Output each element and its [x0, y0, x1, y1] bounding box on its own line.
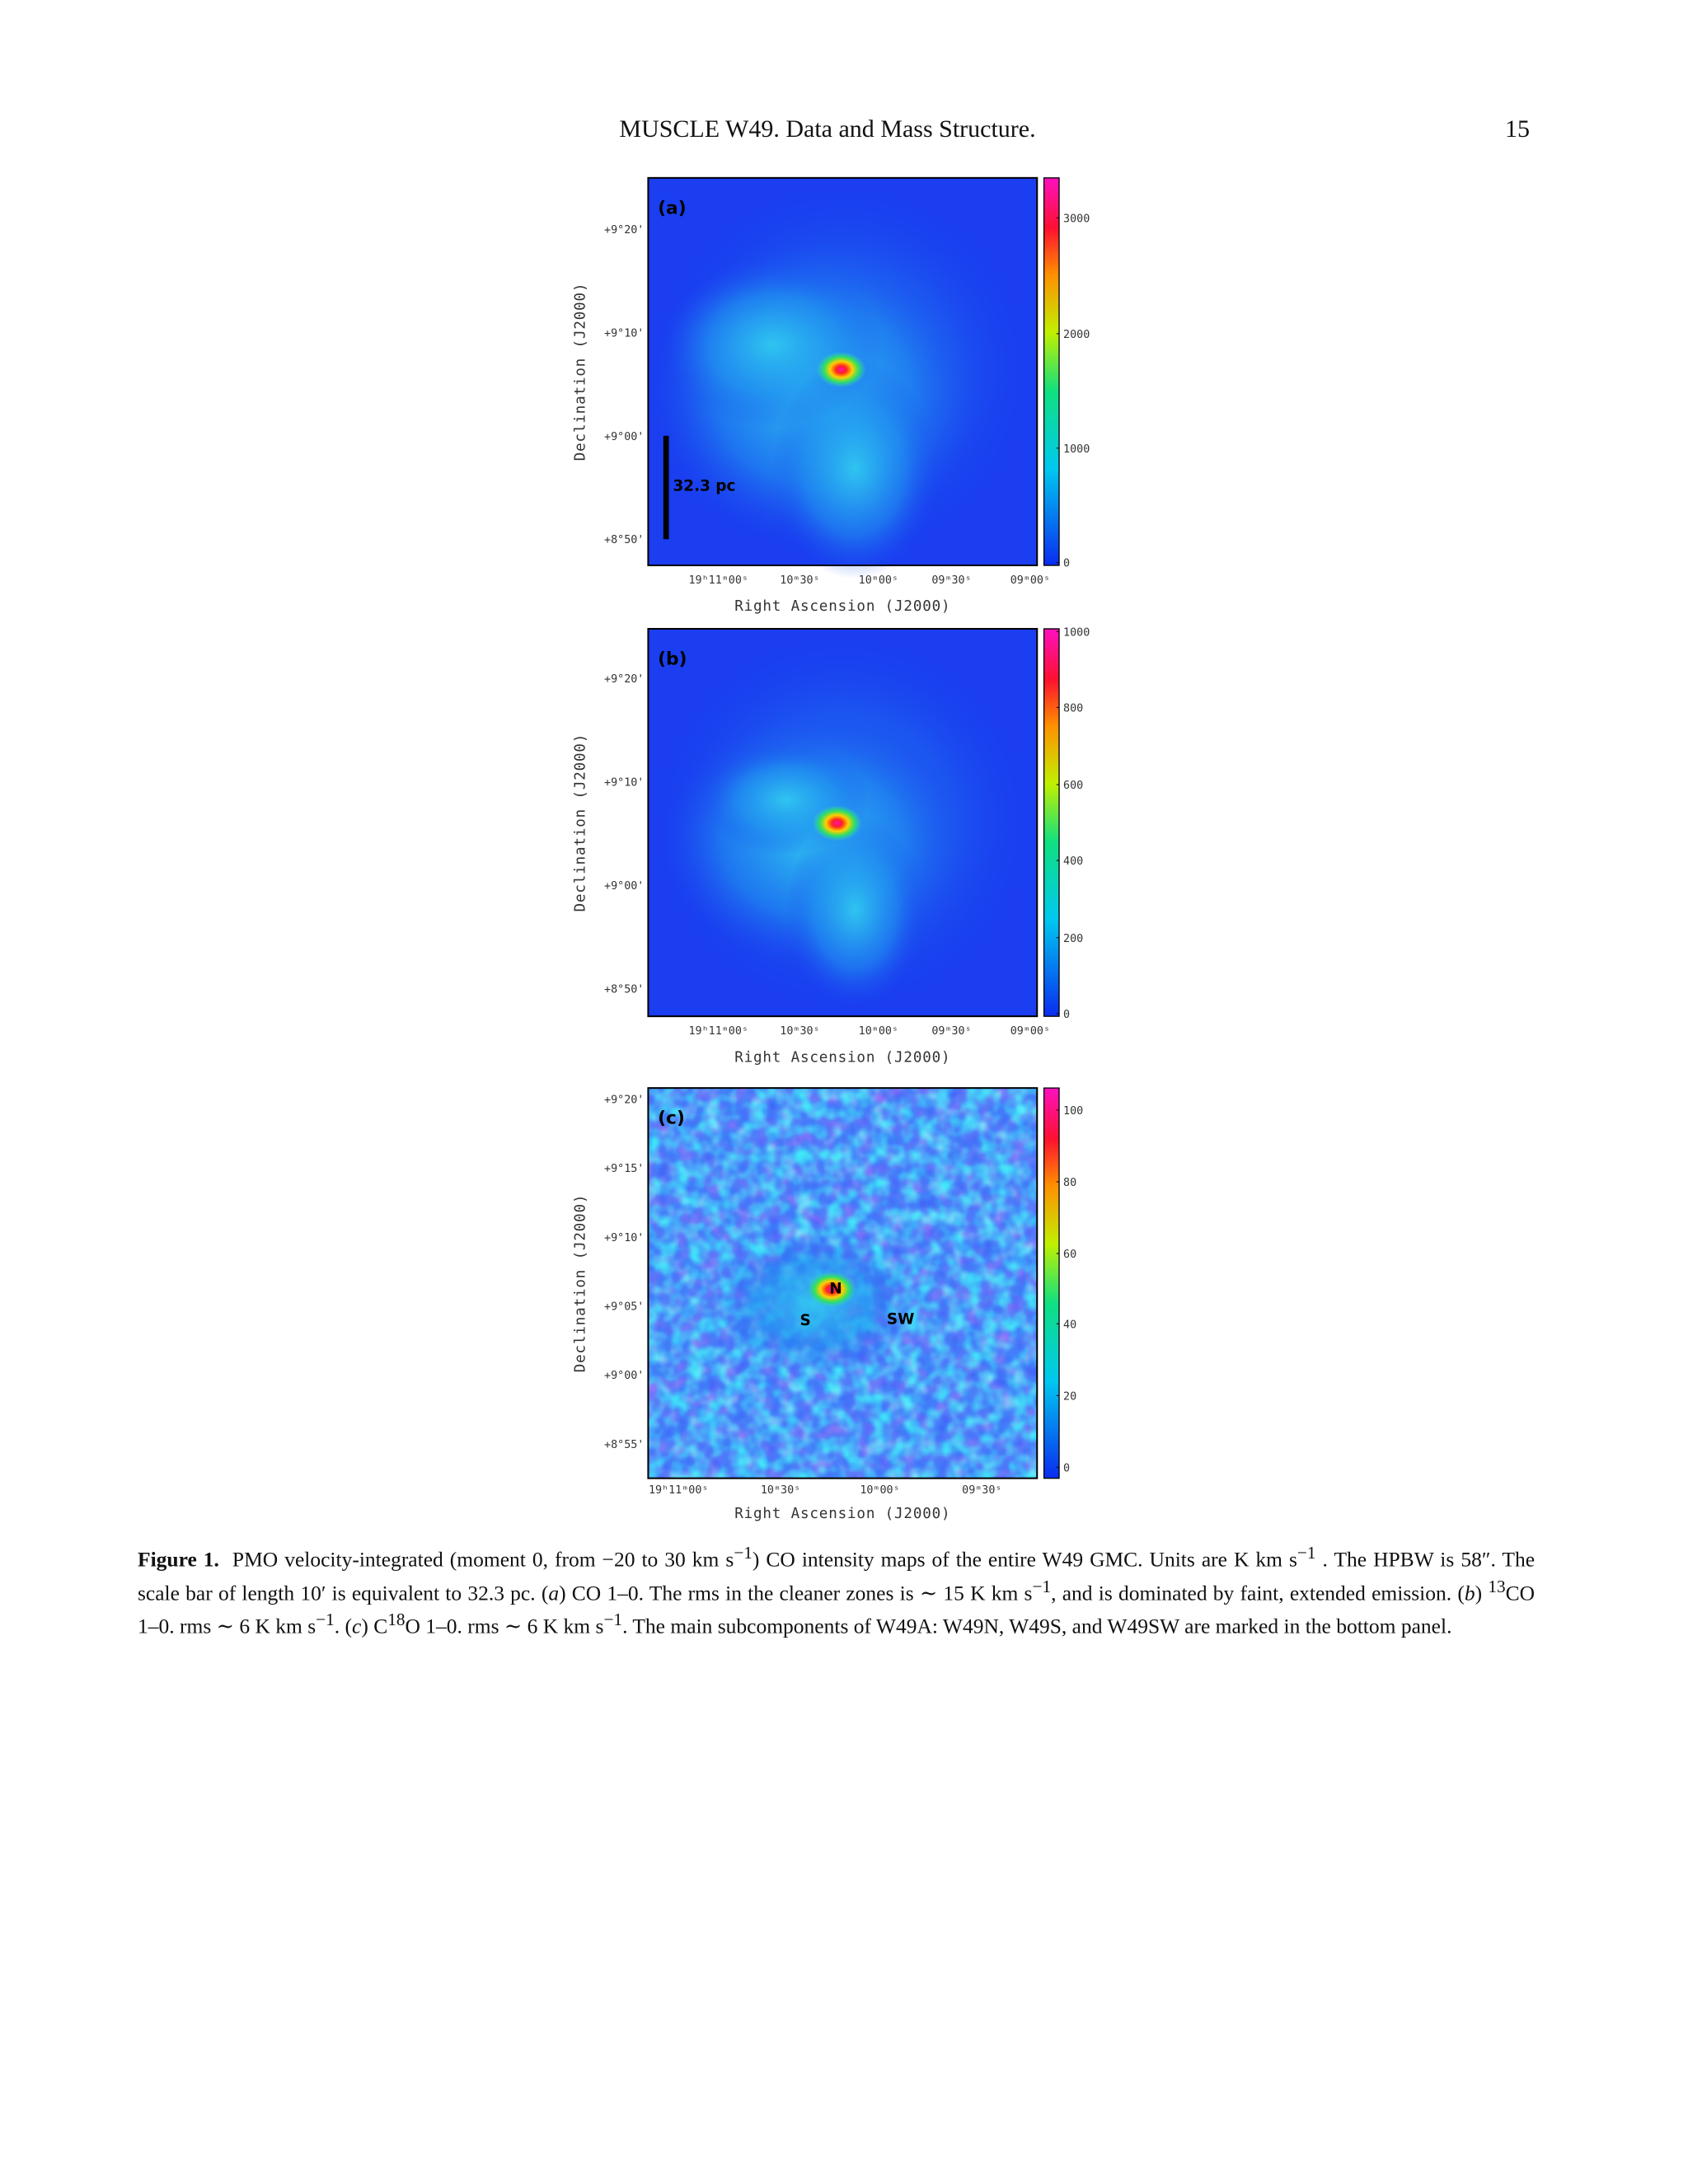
colorbar-label: 600: [1063, 780, 1083, 792]
caption-text: ) CO intensity maps of the entire W49 GM…: [752, 1547, 1297, 1572]
caption-sup: −1: [603, 1610, 623, 1629]
x-tick-label: 19ʰ11ᵐ00ˢ: [688, 1025, 748, 1038]
colorbar-label: 0: [1063, 558, 1070, 570]
y-tick-label: +9°05': [604, 1301, 644, 1314]
y-tick-label: +8°50': [604, 534, 644, 546]
colorbar-label: 100: [1063, 1105, 1083, 1118]
page-number: 15: [1505, 115, 1530, 143]
caption-italic: c: [352, 1614, 362, 1638]
x-tick-label: 09ᵐ30ˢ: [962, 1484, 1001, 1497]
colorbar-label: 20: [1063, 1390, 1076, 1403]
running-title: MUSCLE W49. Data and Mass Structure.: [619, 115, 1036, 143]
panel-label: (b): [658, 649, 687, 669]
caption-sup: −1: [316, 1610, 335, 1629]
caption-text: . (: [334, 1614, 353, 1638]
y-axis-title: Declination (J2000): [572, 1194, 588, 1373]
emission-peak: [816, 351, 866, 388]
caption-sup: 13: [1488, 1576, 1506, 1596]
panel-label: (a): [658, 198, 687, 218]
y-tick-label: +8°55': [604, 1439, 644, 1451]
x-tick-label: 10ᵐ00ˢ: [860, 1484, 899, 1497]
caption-sup: −1: [1296, 1543, 1316, 1563]
source-label: S: [800, 1312, 811, 1329]
colorbar-label: 1000: [1063, 443, 1090, 456]
x-tick-label: 19ʰ11ᵐ00ˢ: [649, 1484, 708, 1497]
map-frame: [647, 627, 1039, 1018]
caption-text: ) CO 1–0. The rms in the cleaner zones i…: [559, 1581, 1033, 1605]
source-label: SW: [887, 1310, 915, 1328]
caption-text: . The HPBW is 58″. The scale bar of leng…: [138, 1547, 1536, 1605]
colorbar: [1043, 628, 1060, 1017]
scale-bar-label: 32.3 pc: [673, 478, 736, 495]
emission-peak: [806, 1271, 857, 1308]
colorbar-label: 800: [1063, 702, 1083, 715]
y-tick-label: +9°00': [604, 1370, 644, 1382]
figure: (a)3000200010000+9°20'+9°10'+9°00'+8°50'…: [572, 176, 1090, 1522]
colorbar-label: 0: [1063, 1462, 1070, 1474]
y-tick-label: +9°10': [604, 327, 644, 340]
caption-italic: a: [548, 1581, 560, 1605]
y-tick-label: +9°10': [604, 1232, 644, 1244]
map-frame: [647, 1087, 1039, 1479]
colorbar-label: 40: [1063, 1319, 1076, 1331]
emission-region: [717, 1234, 911, 1372]
emission-region: [771, 359, 938, 579]
figure-caption: Figure 1. PMO velocity-integrated (momen…: [138, 1540, 1535, 1640]
x-axis-title: Right Ascension (J2000): [734, 1049, 950, 1066]
source-label: N: [829, 1280, 842, 1297]
y-tick-label: +9°20': [604, 224, 644, 237]
x-tick-label: 10ᵐ30ˢ: [780, 1025, 819, 1038]
colorbar-label: 3000: [1063, 213, 1090, 225]
x-tick-label: 10ᵐ00ˢ: [859, 574, 898, 587]
panel-label: (c): [658, 1108, 685, 1129]
y-tick-label: +9°10': [604, 777, 644, 790]
colorbar: [1043, 1087, 1060, 1479]
emission-peak: [812, 805, 862, 841]
y-tick-label: +9°20': [604, 673, 644, 686]
caption-text: , and is dominated by faint, extended em…: [1051, 1581, 1465, 1605]
colorbar-label: 80: [1063, 1177, 1076, 1189]
y-tick-label: +9°15': [604, 1163, 644, 1175]
colorbar-label: 0: [1063, 1009, 1070, 1021]
x-tick-label: 09ᵐ30ˢ: [931, 574, 971, 587]
caption-text: ): [1475, 1581, 1489, 1605]
y-axis-title: Declination (J2000): [572, 283, 588, 462]
colorbar-label: 2000: [1063, 329, 1090, 341]
caption-text: . The main subcomponents of W49A: W49N, …: [622, 1614, 1452, 1638]
caption-sup: −1: [734, 1543, 753, 1563]
x-tick-label: 19ʰ11ᵐ00ˢ: [688, 574, 748, 587]
caption-text: O 1–0. rms ∼ 6 K km s: [405, 1614, 604, 1638]
colorbar: [1043, 177, 1060, 566]
colorbar-label: 1000: [1063, 626, 1090, 639]
x-tick-label: 10ᵐ30ˢ: [780, 574, 819, 587]
x-tick-label: 10ᵐ30ˢ: [761, 1484, 800, 1497]
caption-text: PMO velocity-integrated (moment 0, from …: [232, 1547, 734, 1572]
x-tick-label: 10ᵐ00ˢ: [859, 1025, 898, 1038]
caption-sup: 18: [387, 1610, 406, 1629]
y-tick-label: +9°00': [604, 431, 644, 443]
y-axis-title: Declination (J2000): [572, 733, 588, 912]
x-tick-label: 09ᵐ00ˢ: [1010, 574, 1050, 587]
y-tick-label: +9°20': [604, 1094, 644, 1107]
x-tick-label: 09ᵐ30ˢ: [931, 1025, 971, 1038]
x-tick-label: 09ᵐ00ˢ: [1010, 1025, 1050, 1038]
caption-label: Figure 1.: [138, 1547, 219, 1572]
x-axis-title: Right Ascension (J2000): [734, 1506, 950, 1522]
y-tick-label: +8°50': [604, 984, 644, 996]
colorbar-label: 200: [1063, 933, 1083, 945]
colorbar-label: 400: [1063, 855, 1083, 868]
caption-italic: b: [1464, 1581, 1475, 1605]
caption-text: ) C: [361, 1614, 388, 1638]
emission-region: [785, 813, 925, 1007]
caption-text: CO 1–0. rms ∼ 6 K km s: [138, 1581, 1535, 1638]
x-axis-title: Right Ascension (J2000): [734, 598, 950, 615]
y-tick-label: +9°00': [604, 880, 644, 893]
map-frame: [647, 176, 1039, 567]
caption-sup: −1: [1032, 1576, 1052, 1596]
colorbar-label: 60: [1063, 1249, 1076, 1261]
